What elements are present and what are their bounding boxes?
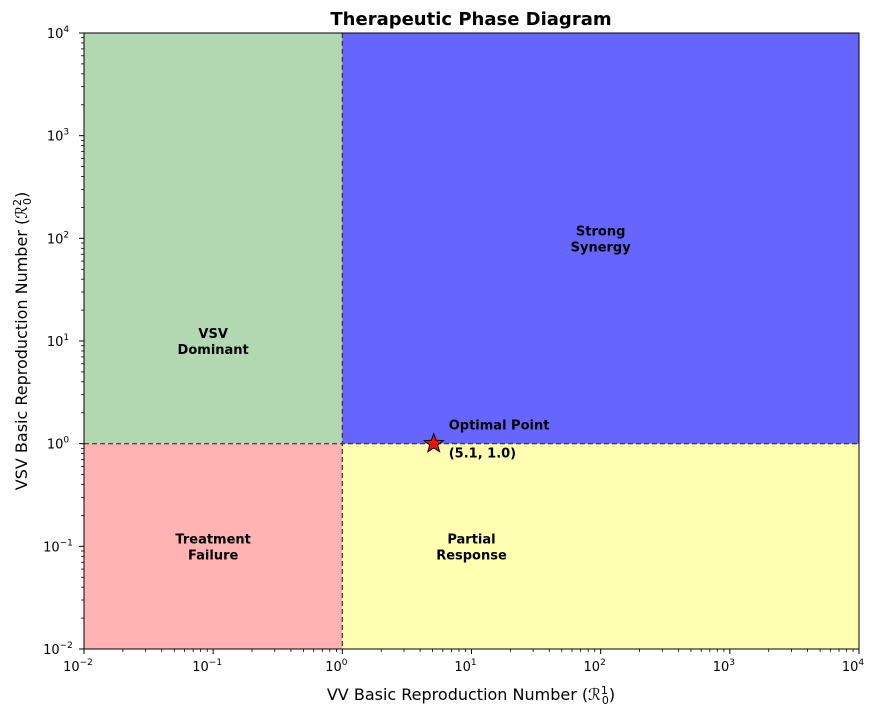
y-tick-label: 10−1 xyxy=(43,538,73,555)
region-label-strong-synergy: Strong Synergy xyxy=(571,224,632,255)
x-axis-label: VV Basic Reproduction Number (ℛ1 0) xyxy=(327,684,615,707)
chart-title: Therapeutic Phase Diagram xyxy=(330,9,611,30)
regions-layer xyxy=(84,33,859,649)
region-strong-synergy xyxy=(342,33,859,444)
x-tick-label: 104 xyxy=(842,658,865,675)
x-tick-label: 100 xyxy=(325,658,348,675)
region-label-partial-response: Partial Response xyxy=(436,532,507,563)
axis-ticks: 10−2 10−1 100 101 102 103 104 10−2 10−1 100 101 102… xyxy=(43,25,864,675)
region-vsv-dominant xyxy=(84,33,343,444)
y-tick-label: 102 xyxy=(47,230,69,247)
optimal-point-star-marker xyxy=(422,432,445,453)
region-labels: Treatment Failure VSV Dominant Partial Respon… xyxy=(175,224,631,563)
y-tick-label: 10−2 xyxy=(43,641,73,658)
data-points: Optimal Point (5.1, 1.0) xyxy=(422,419,550,462)
y-tick-label: 100 xyxy=(47,436,70,453)
region-treatment-failure xyxy=(84,443,343,649)
x-tick-label: 10−1 xyxy=(192,658,222,675)
region-label-vsv-dominant: VSV Dominant xyxy=(178,327,249,358)
y-tick-label: 103 xyxy=(47,128,69,145)
y-tick-label: 104 xyxy=(47,25,70,42)
y-tick-label: 101 xyxy=(47,333,69,350)
x-tick-label: 101 xyxy=(454,658,476,675)
optimal-point-label: Optimal Point xyxy=(449,419,550,434)
x-tick-label: 103 xyxy=(713,658,735,675)
threshold-lines xyxy=(84,33,859,649)
region-partial-response xyxy=(342,443,859,649)
optimal-point-coordinates: (5.1, 1.0) xyxy=(449,447,516,462)
y-axis-label: VSV Basic Reproduction Number (ℛ20) xyxy=(11,192,34,490)
region-label-treatment-failure: Treatment Failure xyxy=(175,532,251,563)
x-tick-label: 102 xyxy=(584,658,606,675)
x-tick-label: 10−2 xyxy=(63,658,93,675)
